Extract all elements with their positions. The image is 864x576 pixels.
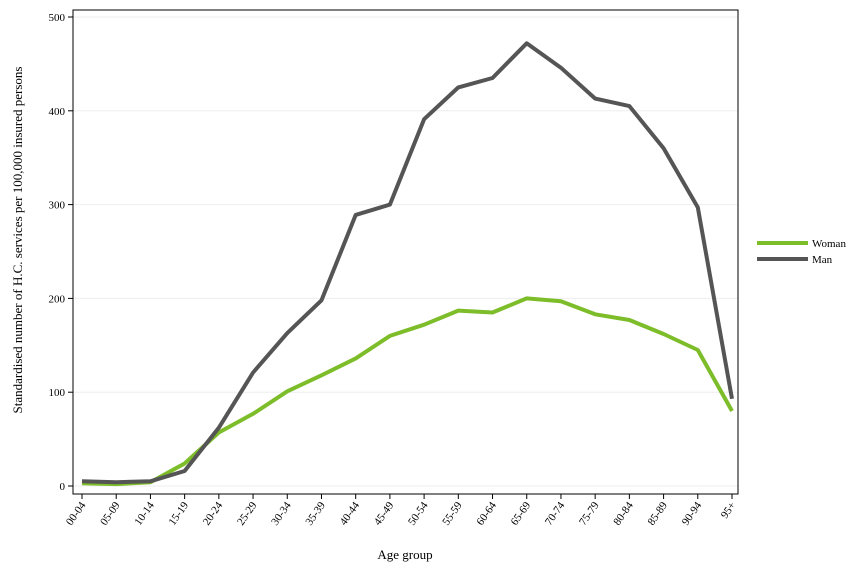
x-tick-label: 00-04 [64, 499, 89, 527]
x-tick-label: 40-44 [338, 499, 363, 527]
x-tick-label: 30-34 [269, 499, 294, 527]
y-axis-title: Standardised number of H.C. services per… [10, 67, 25, 414]
x-tick-label: 35-39 [303, 499, 328, 527]
x-tick-label: 70-74 [543, 499, 568, 527]
legend-label-man: Man [812, 254, 833, 266]
y-tick-label: 200 [49, 293, 66, 305]
y-tick-label: 500 [49, 12, 66, 24]
x-tick-label: 05-09 [98, 499, 123, 527]
legend-label-woman: Woman [812, 238, 846, 250]
x-tick-label: 85-89 [645, 499, 670, 527]
series-lines [81, 41, 734, 487]
y-tick-label: 0 [60, 481, 66, 493]
y-tick-label: 100 [49, 387, 66, 399]
x-axis-title: Age group [377, 547, 432, 562]
y-axis: 0 100 200 300 400 500 [49, 12, 73, 493]
x-tick-label: 60-64 [474, 499, 499, 527]
series-line-woman [81, 296, 734, 487]
grid-lines [73, 16, 738, 487]
x-tick-label: 20-24 [201, 499, 226, 527]
x-tick-label: 90-94 [680, 499, 705, 527]
x-axis: 00-04 05-09 10-14 15-19 20-24 25-29 30-34 35-39… [64, 494, 739, 528]
x-tick-label: 15-19 [167, 499, 192, 527]
series-line-man [81, 41, 734, 485]
y-tick-label: 300 [49, 200, 66, 212]
legend: Woman Man [757, 238, 846, 266]
x-tick-label: 10-14 [132, 499, 157, 527]
x-tick-label: 25-29 [235, 499, 260, 527]
x-tick-label: 45-49 [372, 499, 397, 527]
y-tick-label: 400 [49, 106, 66, 118]
x-tick-label: 95+ [719, 500, 739, 521]
x-tick-label: 75-79 [577, 499, 602, 527]
x-tick-label: 65-69 [509, 499, 534, 527]
x-tick-label: 50-54 [406, 499, 431, 527]
x-tick-label: 55-59 [440, 499, 465, 527]
x-tick-label: 80-84 [611, 499, 636, 527]
plot-frame [72, 9, 739, 495]
